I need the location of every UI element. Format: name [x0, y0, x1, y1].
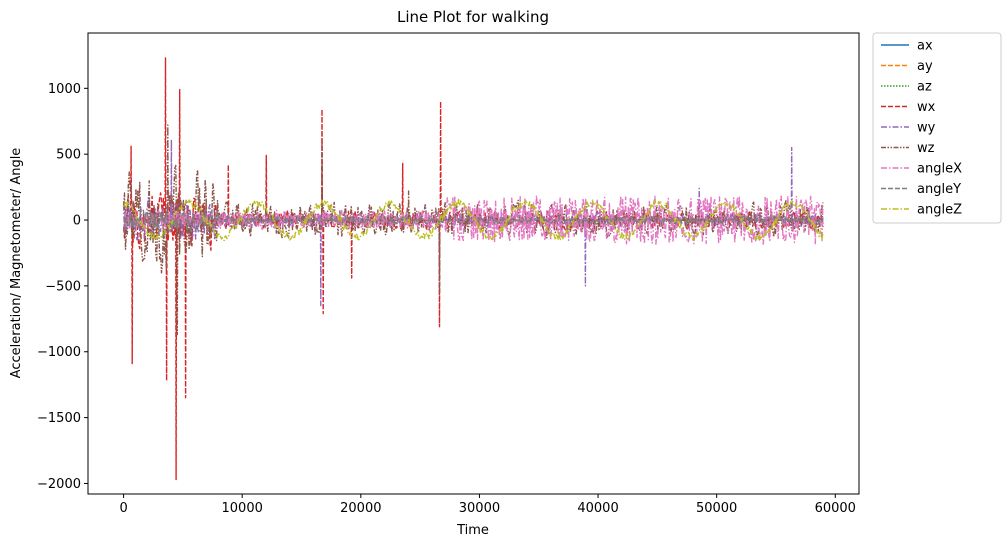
- x-axis-label: Time: [456, 523, 489, 538]
- chart-title: Line Plot for walking: [397, 8, 549, 26]
- x-tick-label: 20000: [340, 501, 381, 516]
- legend-label-angley: angleY: [917, 182, 961, 197]
- x-axis: 0 10000 20000 30000 40000 50000 60000: [119, 494, 856, 516]
- legend-label-ax: ax: [917, 39, 933, 54]
- y-tick-label: −1500: [37, 411, 81, 426]
- y-tick-label: 500: [56, 148, 81, 163]
- y-tick-label: −500: [45, 279, 81, 294]
- plot-area: [122, 57, 824, 481]
- legend: ax ay az wx wy wz angleX angleY angleZ: [872, 32, 1002, 224]
- y-axis: −2000 −1500 −1000 −500 0 500 1000: [37, 82, 88, 492]
- y-tick-label: −1000: [37, 345, 81, 360]
- legend-label-anglex: angleX: [917, 162, 962, 177]
- y-tick-label: −2000: [37, 477, 81, 492]
- x-tick-label: 40000: [577, 501, 618, 516]
- series-anglex-line: [122, 194, 824, 245]
- x-tick-label: 30000: [459, 501, 500, 516]
- x-tick-label: 50000: [696, 501, 737, 516]
- plot-frame: [87, 32, 860, 495]
- series-angley-line: [122, 208, 824, 233]
- y-tick-label: 0: [73, 214, 81, 229]
- y-tick-label: 1000: [48, 82, 81, 97]
- y-axis-label: Acceleration/ Magnetometer/ Angle: [9, 148, 24, 379]
- series-wy-line: [122, 139, 824, 307]
- legend-label-wx: wx: [917, 100, 936, 115]
- x-tick-label: 10000: [222, 501, 263, 516]
- legend-label-ay: ay: [917, 59, 933, 74]
- x-tick-label: 60000: [815, 501, 856, 516]
- series-wx-line: [122, 57, 824, 481]
- series-anglez-line: [122, 198, 824, 242]
- legend-label-az: az: [917, 80, 932, 95]
- legend-label-anglez: angleZ: [917, 203, 962, 218]
- legend-label-wz: wz: [917, 141, 935, 156]
- legend-label-wy: wy: [917, 121, 936, 136]
- legend-frame: [872, 32, 1002, 224]
- x-tick-label: 0: [119, 501, 127, 516]
